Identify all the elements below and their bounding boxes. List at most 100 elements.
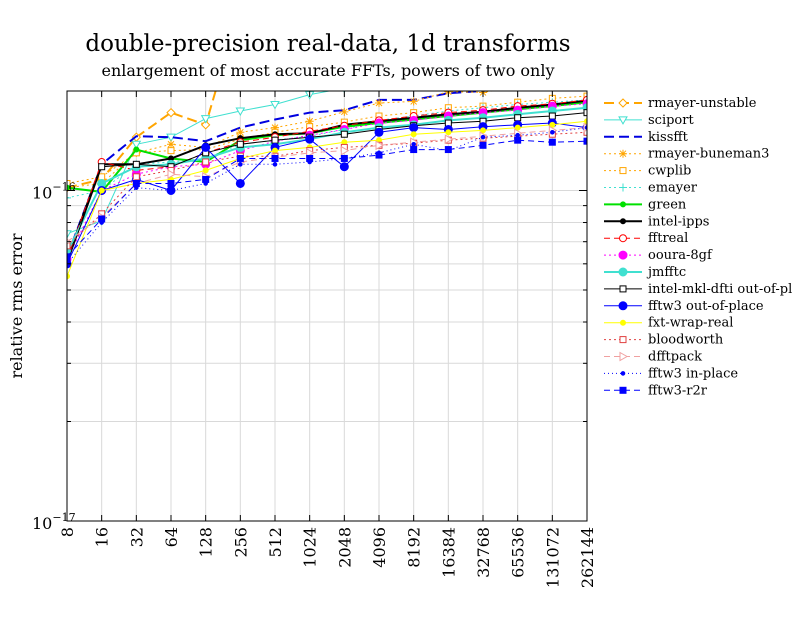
data-point	[67, 273, 70, 280]
data-point	[238, 162, 243, 167]
data-point	[374, 127, 384, 137]
legend-label: jmfftc	[646, 265, 686, 280]
legend-marker	[618, 301, 628, 311]
data-point	[584, 118, 587, 125]
legend-marker	[619, 183, 627, 192]
data-point	[375, 80, 383, 87]
legend-label: emayer	[648, 181, 698, 196]
legend-marker	[618, 116, 628, 125]
legend-marker	[620, 371, 626, 376]
legend-item-intel-mkl-dfti-out-of-place: intel-mkl-dfti out-of-place	[604, 282, 792, 297]
data-point	[167, 179, 175, 187]
y-axis-label: relative rms error	[7, 233, 26, 378]
legend-item-emayer: emayer	[604, 181, 698, 196]
axis-ticks: 8 16 32 64 128 256 512 1024 2048 4096 8192 16384 327…	[32, 90, 597, 588]
legend-label: rmayer-unstable	[648, 96, 757, 111]
data-point	[272, 147, 278, 154]
legend-label: intel-ipps	[648, 214, 709, 229]
data-point	[202, 167, 209, 174]
data-point	[548, 138, 556, 146]
legend-label: kissfft	[648, 130, 689, 145]
data-point	[340, 154, 348, 162]
series-intel-ipps	[67, 97, 587, 263]
data-point	[167, 169, 177, 180]
legend-label: cwplib	[648, 164, 691, 179]
legend-item-green: green	[604, 197, 687, 212]
y-tick-mantissa: 10	[32, 514, 52, 533]
data-point	[235, 178, 245, 188]
legend-marker	[619, 167, 627, 175]
data-point	[202, 158, 210, 166]
data-point	[339, 162, 349, 172]
x-tick-label: 4096	[370, 527, 389, 568]
x-tick-label: 8	[58, 527, 77, 537]
legend-marker	[620, 319, 626, 326]
data-point	[270, 101, 280, 110]
data-point	[514, 124, 521, 131]
legend-marker	[620, 201, 626, 208]
x-tick-label: 256	[231, 527, 250, 558]
legend-item-fftreal: fftreal	[604, 231, 688, 246]
legend-item-fftw3-out-of-place: fftw3 out-of-place	[604, 299, 764, 314]
x-tick-label: 512	[266, 527, 285, 558]
y-tick-label: 10−17	[32, 511, 76, 533]
legend-marker	[618, 250, 628, 260]
series-line-fftw3-out-of-place	[67, 122, 587, 265]
data-point	[132, 179, 140, 187]
data-point	[375, 98, 383, 107]
data-point	[98, 163, 106, 171]
series-line-dfftpack	[67, 127, 587, 243]
data-point	[583, 79, 591, 87]
legend-label: rmayer-buneman3	[648, 147, 769, 162]
data-point	[305, 134, 315, 144]
series-line-fftreal	[67, 99, 587, 260]
data-point	[550, 129, 555, 135]
series-jmfftc	[67, 103, 587, 257]
series-line-rmayer-unstable	[67, 91, 217, 189]
series-line-kissfft	[67, 91, 491, 258]
legend-label: bloodworth	[648, 333, 724, 348]
data-point	[236, 154, 244, 162]
data-point	[67, 242, 71, 250]
legend-item-sciport: sciport	[604, 113, 694, 128]
legend-marker	[619, 234, 627, 243]
series-line-intel-mkl-dfti-out-of-place	[67, 112, 587, 264]
legend-marker	[619, 386, 627, 394]
x-tick-label: 16	[93, 527, 112, 547]
data-point	[340, 145, 350, 156]
data-point	[67, 184, 70, 191]
legend-item-fftw3-in-place: fftw3 in-place	[604, 366, 738, 381]
series-fftw3-r2r	[67, 136, 587, 261]
legend: rmayer-unstable sciport kissfft rmayer-bune…	[604, 96, 792, 398]
data-point	[131, 140, 142, 150]
data-point	[515, 132, 520, 138]
series-line-bloodworth	[67, 131, 587, 247]
data-point	[514, 83, 522, 91]
data-point	[549, 121, 556, 128]
data-point	[410, 146, 418, 154]
x-tick-label: 262144	[578, 527, 597, 588]
data-point	[479, 141, 487, 149]
legend-label: intel-mkl-dfti out-of-place	[648, 282, 792, 297]
plot-series	[67, 79, 591, 280]
legend-marker	[620, 218, 626, 225]
data-point	[444, 134, 454, 145]
data-point	[271, 136, 279, 144]
data-point	[340, 107, 349, 116]
data-point	[132, 160, 140, 168]
legend-marker	[619, 149, 627, 158]
x-tick-label: 8192	[405, 527, 424, 568]
series-dfftpack	[67, 122, 587, 245]
data-point	[514, 114, 522, 122]
legend-marker	[619, 351, 629, 362]
grid	[67, 91, 587, 521]
data-point	[445, 129, 452, 136]
data-point	[201, 142, 211, 152]
data-point	[583, 128, 587, 136]
x-tick-label: 64	[162, 527, 181, 547]
data-point	[67, 193, 71, 202]
x-tick-label: 131072	[543, 527, 562, 588]
data-point	[583, 137, 587, 145]
x-tick-label: 32	[127, 527, 146, 547]
